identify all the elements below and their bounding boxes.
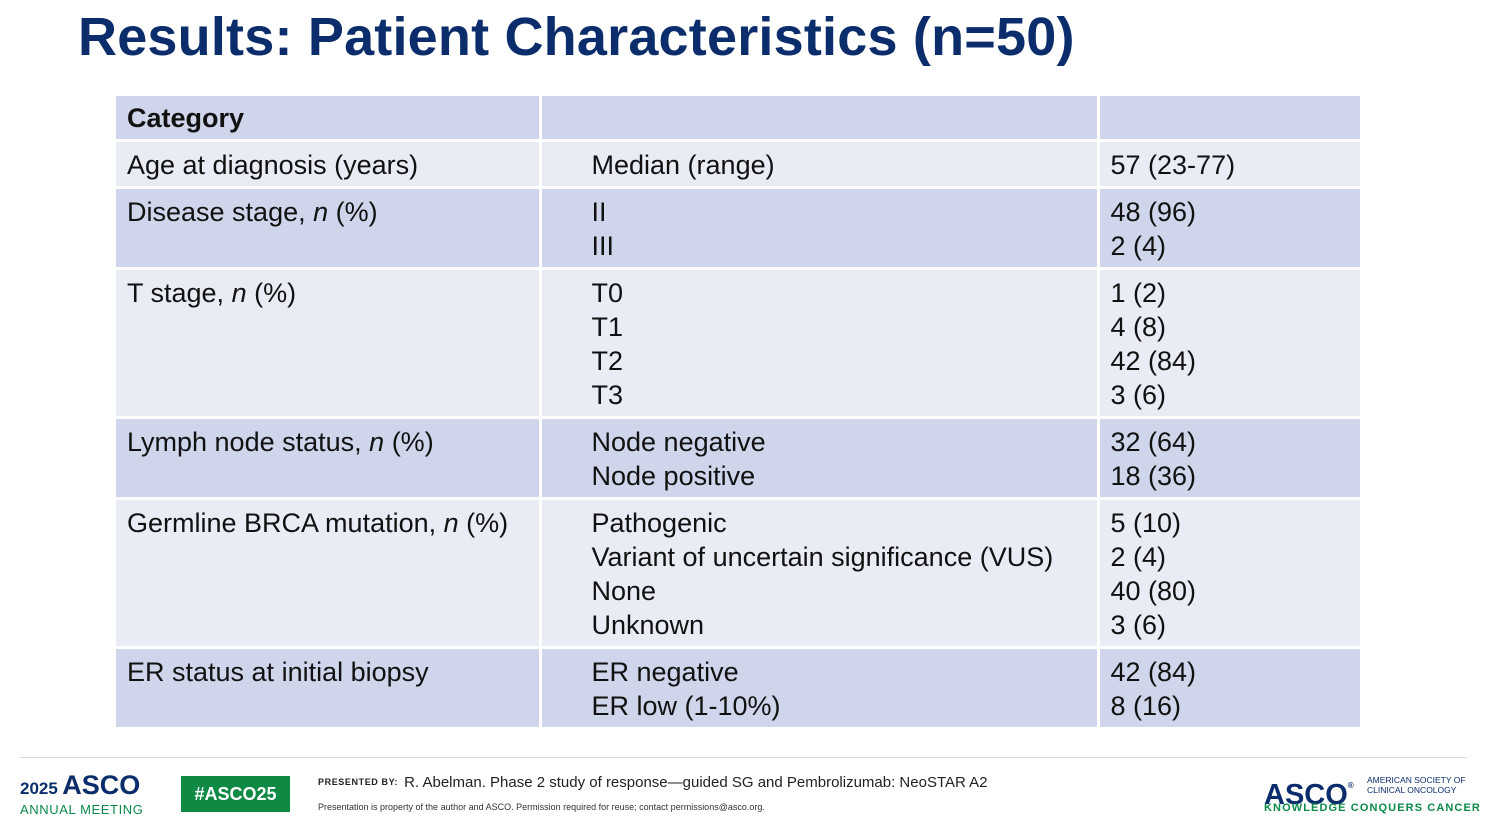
subcategory-label: ER negative: [591, 657, 739, 687]
value-cell: 3 (6): [1110, 380, 1167, 410]
value-cell: 42 (84): [1110, 346, 1197, 376]
table-row: Germline BRCA mutation, n (%) Pathogenic V…: [116, 498, 1360, 648]
row-subcategories: ER negative ER low (1-10%): [538, 647, 1098, 729]
asco-tagline: KNOWLEDGE CONQUERS CANCER: [1264, 802, 1481, 814]
row-category: Age at diagnosis (years): [116, 140, 540, 188]
table-row: ER status at initial biopsy ER negative ER…: [116, 647, 1360, 729]
value-cell: 2 (4): [1110, 231, 1167, 261]
row-category: T stage, n (%): [116, 268, 540, 418]
patient-characteristics-table: Category Age at diagnosis (years) Median …: [116, 96, 1360, 730]
disclaimer: Presentation is property of the author a…: [318, 802, 765, 812]
row-subcategories: Node negative Node positive: [538, 417, 1098, 499]
header-subcategory: [538, 96, 1098, 141]
subcategory-label: III: [591, 231, 615, 261]
asco-mark: ASCO®: [1264, 779, 1354, 811]
subcategory-label: II: [591, 197, 607, 227]
asco-annual-meeting-logo: 2025 ASCO ANNUAL MEETING: [20, 770, 160, 817]
asco-logo: ASCO® AMERICAN SOCIETY OF CLINICAL ONCOL…: [1264, 771, 1480, 817]
value-cell: 40 (80): [1110, 576, 1197, 606]
meeting-org: ASCO: [62, 770, 141, 800]
row-subcategories: Pathogenic Variant of uncertain significa…: [538, 498, 1098, 648]
hashtag-badge: #ASCO25: [181, 776, 290, 812]
value-cell: 2 (4): [1110, 542, 1167, 572]
row-values: 57 (23-77): [1096, 140, 1360, 188]
table-row: Age at diagnosis (years) Median (range) 57…: [116, 140, 1360, 188]
meeting-year: 2025: [20, 779, 58, 798]
meeting-label: ANNUAL MEETING: [20, 802, 144, 817]
presented-by: PRESENTED BY: R. Abelman. Phase 2 study o…: [318, 774, 988, 791]
row-subcategories: II III: [538, 187, 1098, 269]
table-body: Age at diagnosis (years) Median (range) 57…: [116, 140, 1360, 729]
header-category: Category: [116, 96, 540, 141]
subcategory-label: Node positive: [591, 461, 756, 491]
row-values: 32 (64) 18 (36): [1096, 417, 1360, 499]
asco-society-name: AMERICAN SOCIETY OF CLINICAL ONCOLOGY: [1367, 775, 1466, 795]
subcategory-label: T2: [591, 346, 624, 376]
row-category: Disease stage, n (%): [116, 187, 540, 269]
value-cell: 32 (64): [1110, 427, 1197, 457]
subcategory-label: Node negative: [591, 427, 766, 457]
row-subcategories: T0 T1 T2 T3: [538, 268, 1098, 418]
value-cell: 3 (6): [1110, 610, 1167, 640]
table-header-row: Category: [116, 96, 1360, 141]
presented-label: PRESENTED BY:: [318, 777, 399, 787]
slide-title: Results: Patient Characteristics (n=50): [78, 7, 1075, 67]
subcategory-label: T0: [591, 278, 624, 308]
subcategory-label: Unknown: [591, 610, 705, 640]
row-category: Lymph node status, n (%): [116, 417, 540, 499]
value-cell: 42 (84): [1110, 657, 1197, 687]
row-values: 1 (2) 4 (8) 42 (84) 3 (6): [1096, 268, 1360, 418]
row-values: 5 (10) 2 (4) 40 (80) 3 (6): [1096, 498, 1360, 648]
value-cell: 1 (2): [1110, 278, 1167, 308]
table-row: Lymph node status, n (%) Node negative Nod…: [116, 417, 1360, 499]
value-cell: 4 (8): [1110, 312, 1167, 342]
subcategory-label: Variant of uncertain significance (VUS): [591, 542, 1054, 572]
row-values: 48 (96) 2 (4): [1096, 187, 1360, 269]
subcategory-label: T3: [591, 380, 624, 410]
row-subcategories: Median (range): [538, 140, 1098, 188]
presented-text: R. Abelman. Phase 2 study of response—gu…: [404, 774, 988, 791]
row-category: ER status at initial biopsy: [116, 647, 540, 729]
table-row: T stage, n (%) T0 T1 T2 T3 1 (2) 4 (8) 42 (84) 3…: [116, 268, 1360, 418]
subcategory-label: Pathogenic: [591, 508, 727, 538]
subcategory-label: ER low (1-10%): [591, 691, 781, 721]
row-category: Germline BRCA mutation, n (%): [116, 498, 540, 648]
row-values: 42 (84) 8 (16): [1096, 647, 1360, 729]
value-cell: 18 (36): [1110, 461, 1197, 491]
header-value: [1096, 96, 1360, 141]
value-cell: 48 (96): [1110, 197, 1197, 227]
footer-divider: [20, 757, 1466, 758]
value-cell: 57 (23-77): [1110, 150, 1236, 180]
value-cell: 5 (10): [1110, 508, 1182, 538]
subcategory-label: Median (range): [591, 150, 775, 180]
value-cell: 8 (16): [1110, 691, 1182, 721]
table-row: Disease stage, n (%) II III 48 (96) 2 (4): [116, 187, 1360, 269]
subcategory-label: T1: [591, 312, 624, 342]
subcategory-label: None: [591, 576, 657, 606]
